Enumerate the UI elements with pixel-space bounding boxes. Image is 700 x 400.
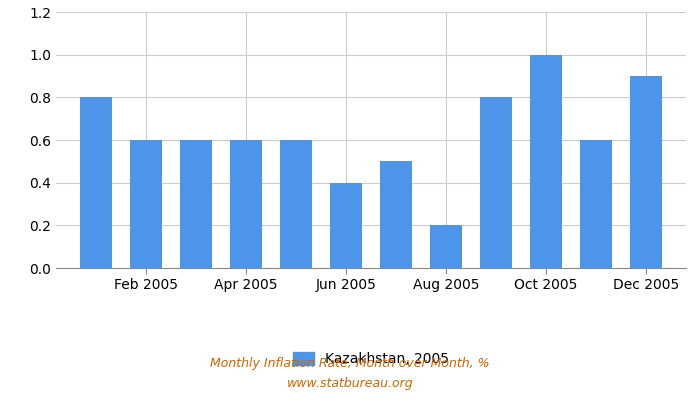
Bar [430, 225, 462, 268]
Text: www.statbureau.org: www.statbureau.org [287, 378, 413, 390]
Bar [480, 97, 512, 268]
Bar [630, 76, 662, 268]
Bar [130, 140, 162, 268]
Bar [379, 161, 412, 268]
Bar [330, 183, 363, 268]
Bar [530, 55, 562, 268]
Bar [80, 97, 112, 268]
Bar [580, 140, 612, 268]
Bar [180, 140, 212, 268]
Text: Monthly Inflation Rate, Month over Month, %: Monthly Inflation Rate, Month over Month… [210, 358, 490, 370]
Bar [280, 140, 312, 268]
Legend: Kazakhstan, 2005: Kazakhstan, 2005 [288, 347, 454, 372]
Bar [230, 140, 262, 268]
